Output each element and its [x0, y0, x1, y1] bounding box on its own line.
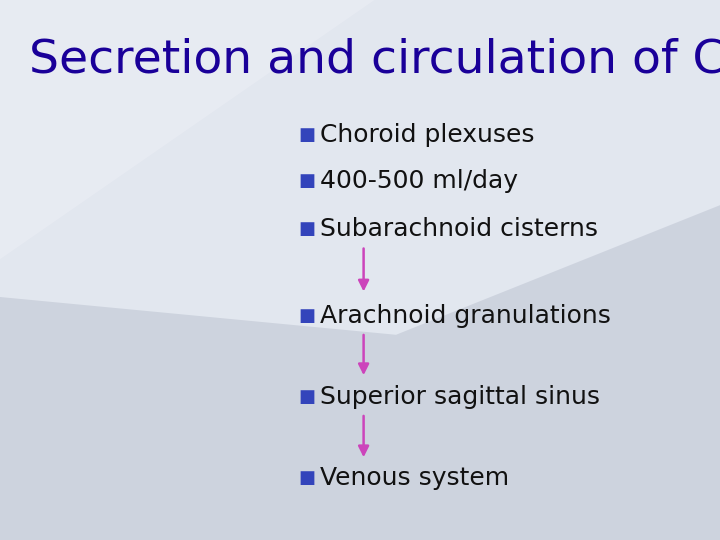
Text: ■: ■: [299, 307, 316, 325]
Text: ■: ■: [299, 469, 316, 487]
Text: Arachnoid granulations: Arachnoid granulations: [320, 304, 611, 328]
Text: Subarachnoid cisterns: Subarachnoid cisterns: [320, 218, 598, 241]
Polygon shape: [0, 0, 720, 335]
Text: ■: ■: [299, 172, 316, 190]
Text: Choroid plexuses: Choroid plexuses: [320, 123, 535, 147]
Text: Secretion and circulation of CSF: Secretion and circulation of CSF: [29, 38, 720, 83]
Text: ■: ■: [299, 388, 316, 406]
Text: ■: ■: [299, 126, 316, 144]
Text: Superior sagittal sinus: Superior sagittal sinus: [320, 385, 600, 409]
Polygon shape: [0, 0, 374, 259]
Text: Venous system: Venous system: [320, 466, 510, 490]
Text: 400-500 ml/day: 400-500 ml/day: [320, 169, 518, 193]
Text: ■: ■: [299, 220, 316, 239]
